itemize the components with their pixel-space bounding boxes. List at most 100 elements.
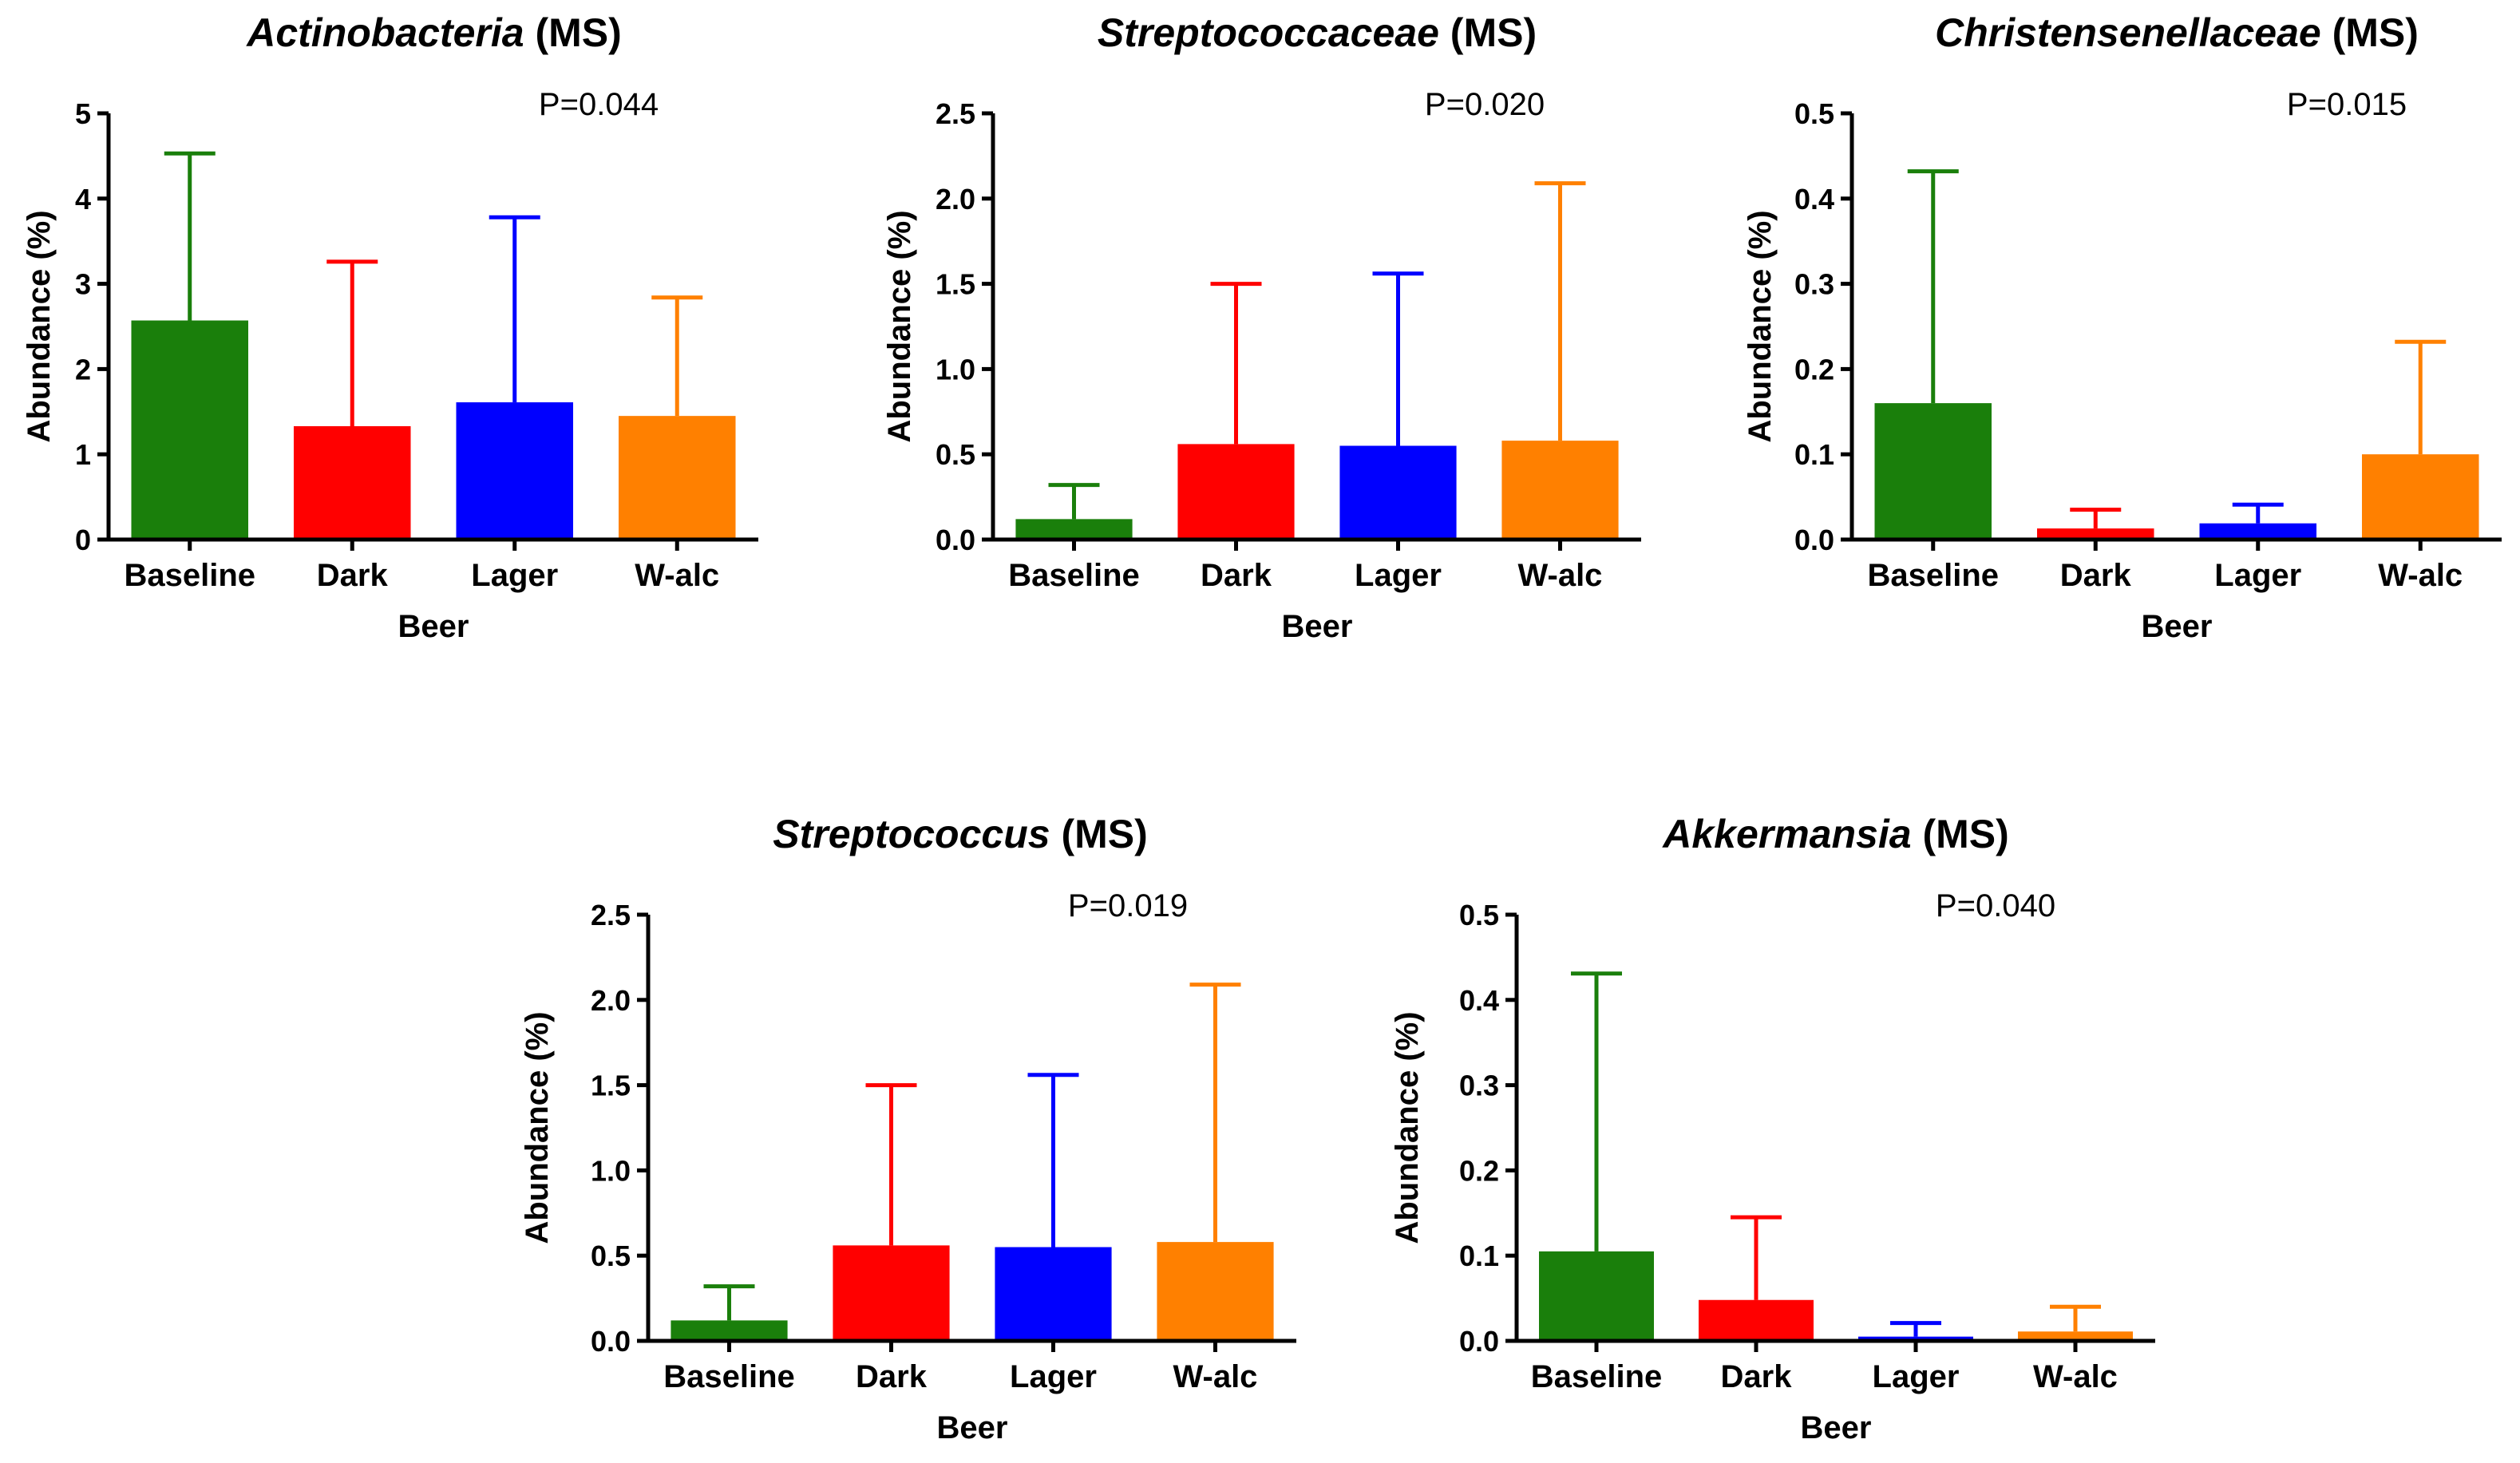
y-tick-label: 0.2: [1794, 353, 1834, 386]
y-tick-label: 1.5: [936, 268, 975, 301]
x-tick-label: Baseline: [1008, 558, 1140, 593]
p-value-label: P=0.044: [539, 87, 659, 122]
x-tick-label: W-alc: [1518, 558, 1603, 593]
chart-title: Streptococcaceae (MS): [1098, 10, 1537, 55]
y-tick-label: 0.0: [1459, 1325, 1499, 1358]
y-tick-label: 1.0: [591, 1154, 631, 1187]
chart-title-italic: Christensenellaceae: [1935, 10, 2321, 55]
x-tick-label: Lager: [1010, 1359, 1097, 1394]
y-axis-label: Abundance (%): [1390, 1011, 1425, 1244]
x-tick-label: Lager: [1355, 558, 1442, 593]
bar: [1177, 444, 1295, 540]
y-tick-label: 5: [75, 97, 91, 130]
y-tick-label: 0: [75, 524, 91, 556]
bar: [2199, 523, 2317, 540]
chart-title: Streptococcus (MS): [773, 812, 1148, 856]
chart-title-italic: Streptococcus: [773, 812, 1050, 856]
bar: [995, 1247, 1112, 1341]
bar: [833, 1245, 950, 1341]
bar: [456, 402, 574, 540]
y-tick-label: 1.0: [936, 353, 975, 386]
y-tick-label: 0.0: [1794, 524, 1834, 556]
y-tick-label: 2.5: [936, 97, 975, 130]
p-value-label: P=0.040: [1936, 888, 2055, 923]
y-tick-label: 0.1: [1459, 1240, 1499, 1272]
y-tick-label: 4: [75, 183, 91, 215]
y-tick-label: 2.5: [591, 899, 631, 931]
bar: [1539, 1251, 1654, 1341]
bar: [1157, 1242, 1274, 1341]
y-tick-label: 0.5: [591, 1240, 631, 1272]
y-tick-label: 0.2: [1459, 1154, 1499, 1187]
x-tick-label: Lager: [471, 558, 558, 593]
bar: [1858, 1336, 1973, 1341]
chart-title-italic: Actinobacteria: [245, 10, 524, 55]
y-tick-label: 0.4: [1794, 183, 1834, 215]
bar: [671, 1320, 788, 1341]
y-tick-label: 2: [75, 353, 91, 386]
y-tick-label: 0.3: [1459, 1070, 1499, 1102]
x-tick-label: Dark: [317, 558, 389, 593]
bar: [293, 425, 411, 540]
y-tick-label: 2.0: [936, 183, 975, 215]
chart-title-suffix: (MS): [1050, 812, 1148, 856]
x-tick-label: W-alc: [2378, 558, 2463, 593]
chart-title-italic: Akkermansia: [1661, 812, 1911, 856]
y-tick-label: 0.5: [1459, 899, 1499, 931]
y-tick-label: 2.0: [591, 984, 631, 1017]
y-tick-label: 0.0: [936, 524, 975, 556]
bar: [2361, 454, 2479, 540]
x-tick-label: Lager: [2214, 558, 2301, 593]
y-tick-label: 0.4: [1459, 984, 1499, 1017]
bar: [1339, 445, 1457, 540]
y-tick-label: 1: [75, 438, 91, 471]
chart-title-suffix: (MS): [524, 10, 622, 55]
x-tick-label: Baseline: [124, 558, 255, 593]
x-axis-label: Beer: [398, 609, 469, 644]
p-value-label: P=0.020: [1425, 87, 1545, 122]
x-tick-label: Baseline: [1531, 1359, 1663, 1394]
chart-title: Christensenellaceae (MS): [1935, 10, 2419, 55]
x-axis-label: Beer: [937, 1410, 1008, 1445]
y-axis-label: Abundance (%): [1743, 210, 1778, 442]
y-tick-label: 1.5: [591, 1070, 631, 1102]
x-tick-label: Baseline: [663, 1359, 795, 1394]
chart-panel: Akkermansia (MS) P=0.040 Baseline Dark Lager…: [1390, 812, 2155, 1445]
x-axis-label: Beer: [1801, 1410, 1872, 1445]
x-axis-label: Beer: [2142, 609, 2213, 644]
bar: [131, 320, 249, 540]
bar: [1874, 403, 1992, 540]
y-tick-label: 0.0: [591, 1325, 631, 1358]
chart-title-italic: Streptococcaceae: [1098, 10, 1439, 55]
chart-title-suffix: (MS): [1439, 10, 1537, 55]
chart-panel: Streptococcus (MS) P=0.019 Baseline Dark Lag…: [520, 812, 1296, 1445]
y-axis-label: Abundance (%): [520, 1011, 555, 1244]
x-tick-label: Dark: [856, 1359, 928, 1394]
y-axis-label: Abundance (%): [22, 210, 57, 442]
y-tick-label: 0.5: [936, 438, 975, 471]
p-value-label: P=0.019: [1068, 888, 1188, 923]
x-tick-label: Dark: [2060, 558, 2132, 593]
chart-title: Akkermansia (MS): [1661, 812, 2009, 856]
y-tick-label: 0.3: [1794, 268, 1834, 301]
chart-title-suffix: (MS): [2321, 10, 2419, 55]
x-tick-label: Lager: [1873, 1359, 1960, 1394]
x-tick-label: Baseline: [1867, 558, 1999, 593]
bar: [1015, 519, 1133, 540]
y-tick-label: 3: [75, 268, 91, 301]
bar: [2018, 1331, 2133, 1341]
chart-panel: Christensenellaceae (MS) P=0.015 Baseline D…: [1743, 10, 2502, 644]
bar: [2036, 528, 2154, 540]
chart-title-suffix: (MS): [1912, 812, 2009, 856]
x-tick-label: W-alc: [2033, 1359, 2118, 1394]
chart-title: Actinobacteria (MS): [245, 10, 622, 55]
y-tick-label: 0.5: [1794, 97, 1834, 130]
y-axis-label: Abundance (%): [882, 210, 917, 442]
chart-panel: Actinobacteria (MS) P=0.044 Baseline Dark La…: [22, 10, 758, 644]
x-tick-label: W-alc: [1173, 1359, 1258, 1394]
x-axis-label: Beer: [1282, 609, 1353, 644]
chart-panel: Streptococcaceae (MS) P=0.020 Baseline Dark…: [882, 10, 1641, 644]
x-tick-label: Dark: [1201, 558, 1272, 593]
y-tick-label: 0.1: [1794, 438, 1834, 471]
